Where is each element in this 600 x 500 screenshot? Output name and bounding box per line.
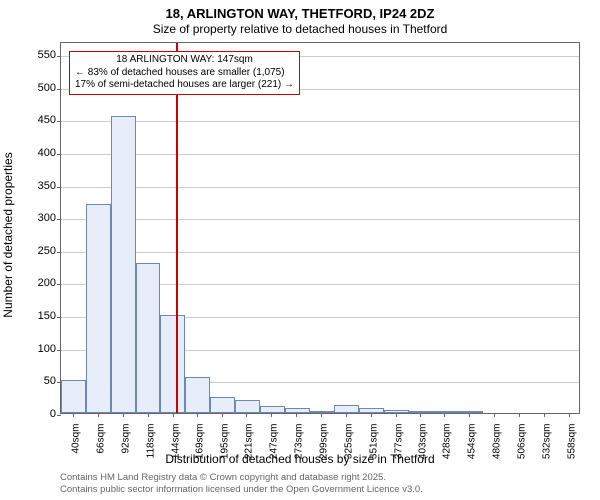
y-tick-label: 400 (38, 147, 56, 159)
x-tick-label: 221sqm (244, 424, 255, 460)
x-tick-label: 454sqm (467, 424, 478, 460)
x-tick-label: 299sqm (319, 424, 330, 460)
x-tick-label: 377sqm (393, 424, 404, 460)
y-tick-label: 150 (38, 310, 56, 322)
gridline-h (61, 252, 579, 253)
x-tick-label: 169sqm (194, 424, 205, 460)
histogram-bar (409, 411, 434, 413)
y-tick-label: 350 (38, 180, 56, 192)
annotation-box: 18 ARLINGTON WAY: 147sqm ← 83% of detach… (69, 51, 300, 95)
x-tick-label: 40sqm (71, 424, 82, 454)
histogram-bar (61, 380, 86, 413)
y-tick-label: 50 (44, 375, 56, 387)
gridline-h (61, 154, 579, 155)
histogram-bar (334, 405, 359, 413)
histogram-chart: 18, ARLINGTON WAY, THETFORD, IP24 2DZ Si… (0, 0, 600, 500)
x-tick-label: 144sqm (170, 424, 181, 460)
x-tick-label: 532sqm (541, 424, 552, 460)
x-tick-label: 403sqm (418, 424, 429, 460)
histogram-bar (210, 397, 235, 413)
x-tick-label: 273sqm (294, 424, 305, 460)
marker-line (176, 43, 178, 413)
y-tick-label: 300 (38, 212, 56, 224)
x-tick-label: 506sqm (516, 424, 527, 460)
histogram-bar (235, 400, 260, 413)
x-tick-label: 558sqm (566, 424, 577, 460)
chart-subtitle: Size of property relative to detached ho… (0, 22, 600, 36)
y-tick-label: 450 (38, 114, 56, 126)
annotation-line-1: 18 ARLINGTON WAY: 147sqm (75, 54, 294, 67)
gridline-h (61, 187, 579, 188)
histogram-bar (434, 411, 459, 413)
y-tick-label: 250 (38, 245, 56, 257)
footer-line-2: Contains public sector information licen… (60, 484, 423, 495)
histogram-bar (111, 116, 136, 413)
x-tick-label: 247sqm (269, 424, 280, 460)
histogram-bar (136, 263, 161, 413)
annotation-line-3: 17% of semi-detached houses are larger (… (75, 79, 294, 92)
x-tick-label: 118sqm (145, 424, 156, 459)
gridline-h (61, 121, 579, 122)
plot-area: 18 ARLINGTON WAY: 147sqm ← 83% of detach… (60, 42, 580, 414)
gridline-h (61, 219, 579, 220)
histogram-bar (160, 315, 185, 413)
x-tick-label: 428sqm (442, 424, 453, 460)
histogram-bar (459, 411, 484, 413)
y-axis-label: Number of detached properties (1, 152, 15, 317)
y-tick-label: 500 (38, 82, 56, 94)
x-tick-label: 351sqm (368, 424, 379, 460)
x-tick-label: 92sqm (121, 424, 132, 454)
histogram-bar (310, 411, 335, 413)
footer-line-1: Contains HM Land Registry data © Crown c… (60, 472, 386, 483)
histogram-bar (285, 408, 310, 413)
y-tick-label: 550 (38, 49, 56, 61)
y-tick-label: 0 (50, 408, 56, 420)
histogram-bar (384, 410, 409, 413)
annotation-line-2: ← 83% of detached houses are smaller (1,… (75, 67, 294, 80)
chart-title: 18, ARLINGTON WAY, THETFORD, IP24 2DZ (0, 6, 600, 21)
y-tick-label: 100 (38, 343, 56, 355)
x-tick-label: 325sqm (343, 424, 354, 460)
x-tick-label: 66sqm (96, 424, 107, 454)
histogram-bar (86, 204, 111, 413)
y-tick-label: 200 (38, 277, 56, 289)
histogram-bar (359, 408, 384, 413)
histogram-bar (185, 377, 210, 413)
x-tick-label: 195sqm (219, 424, 230, 460)
histogram-bar (260, 406, 285, 413)
x-tick-label: 480sqm (492, 424, 503, 460)
